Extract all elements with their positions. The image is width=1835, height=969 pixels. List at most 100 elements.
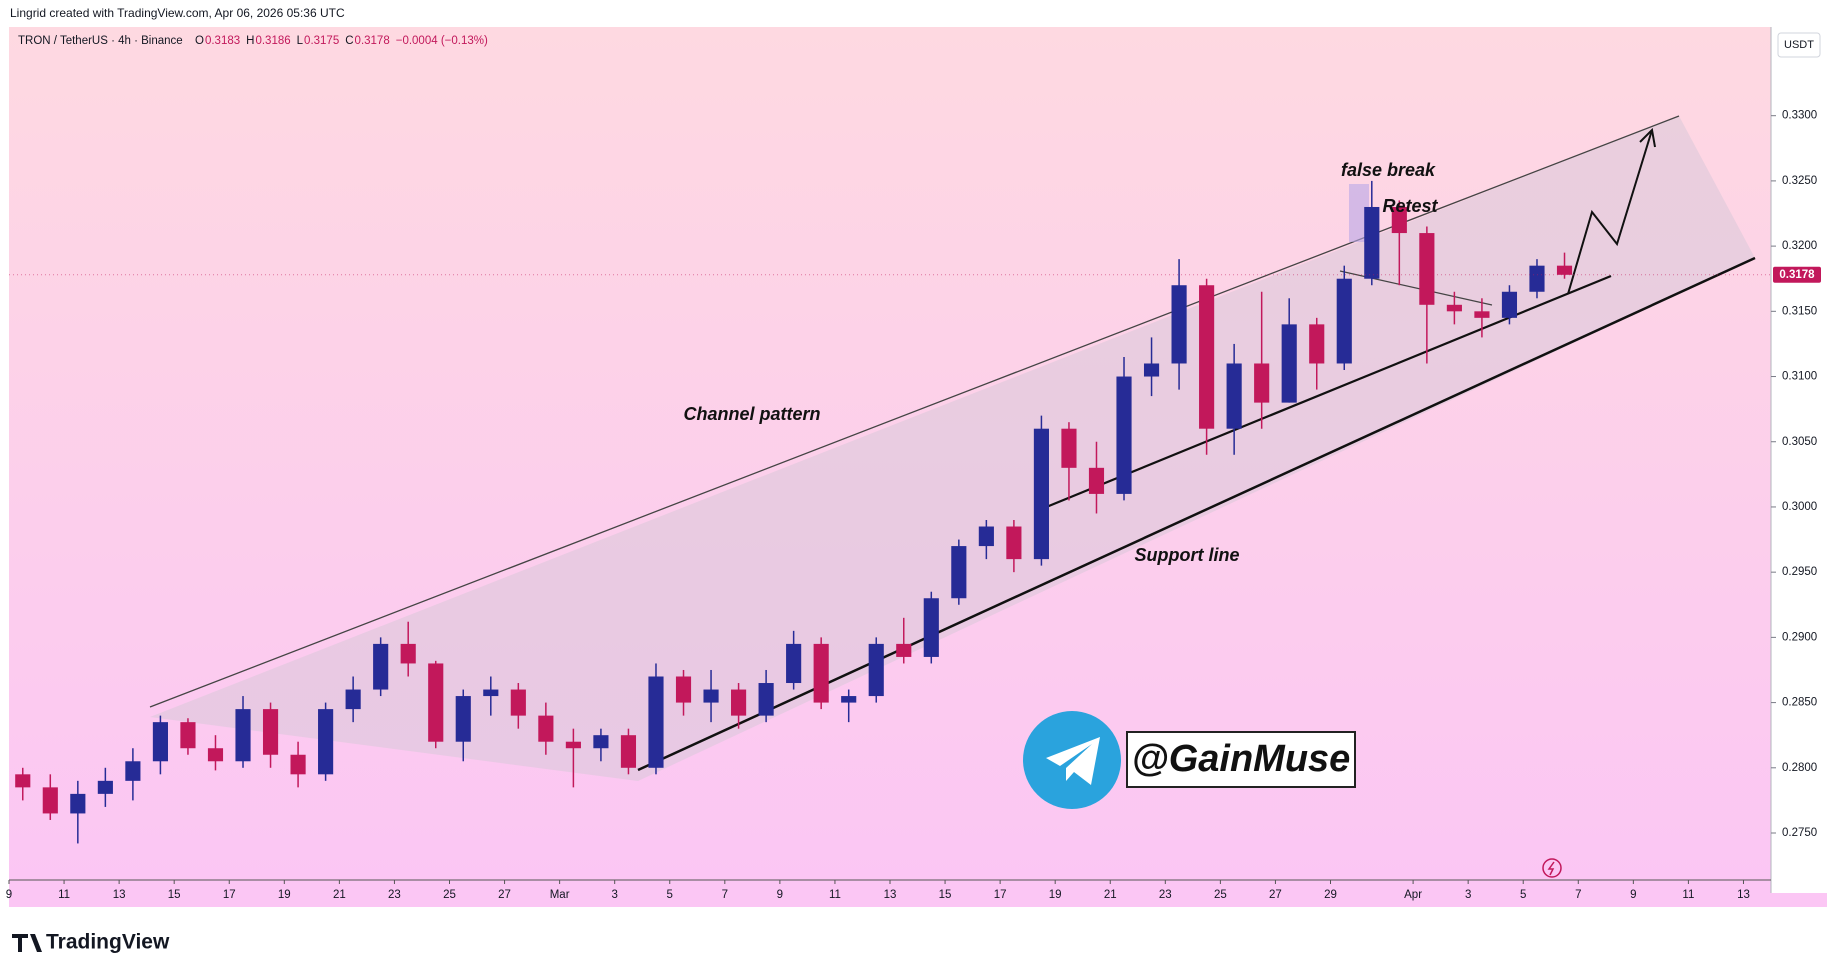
x-tick-label: 15 bbox=[168, 889, 181, 901]
channel-fill bbox=[150, 116, 1755, 781]
x-tick-label: 7 bbox=[1575, 889, 1581, 901]
candle-body bbox=[648, 676, 664, 768]
x-tick-label: Mar bbox=[550, 889, 570, 901]
y-tick-label: 0.3250 bbox=[1782, 175, 1817, 187]
arrow-head bbox=[1639, 127, 1656, 148]
candle-body bbox=[345, 689, 361, 710]
candle-body bbox=[42, 787, 58, 814]
candle-body bbox=[1199, 285, 1215, 429]
x-tick-label: 11 bbox=[58, 889, 70, 901]
candle-body bbox=[318, 709, 334, 775]
x-tick-label: 9 bbox=[6, 889, 12, 901]
candle-body bbox=[1529, 265, 1545, 292]
last-price-tag bbox=[1773, 266, 1821, 283]
y-tick-label: 0.3300 bbox=[1782, 110, 1817, 122]
symbol: TRON / TetherUS · 4h · Binance bbox=[18, 35, 183, 47]
candle-body bbox=[703, 689, 719, 703]
x-tick-label: 11 bbox=[829, 889, 841, 901]
telegram-icon bbox=[1023, 711, 1121, 809]
brand: TradingView bbox=[46, 931, 170, 954]
x-tick-label: 27 bbox=[1269, 889, 1282, 901]
currency-box bbox=[1777, 32, 1821, 58]
x-tick-label: 17 bbox=[994, 889, 1007, 901]
candle-body bbox=[731, 689, 747, 716]
candle-body bbox=[1226, 363, 1242, 429]
ohlc-value: 0.3178 bbox=[355, 35, 390, 47]
candle-body bbox=[1419, 233, 1435, 305]
x-tick-label: 25 bbox=[443, 889, 456, 901]
channel-label: Channel pattern bbox=[683, 404, 820, 424]
x-tick-label: 9 bbox=[777, 889, 783, 901]
x-tick-label: 15 bbox=[939, 889, 952, 901]
handle-box bbox=[1126, 731, 1356, 788]
x-tick-label: Apr bbox=[1404, 889, 1422, 901]
candle-body bbox=[923, 598, 939, 657]
y-tick-label: 0.2950 bbox=[1782, 566, 1817, 578]
x-tick-label: 9 bbox=[1630, 889, 1636, 901]
x-tick-label: 21 bbox=[1104, 889, 1117, 901]
candle-body bbox=[1116, 376, 1132, 494]
candle-body bbox=[428, 663, 444, 742]
candle-body bbox=[951, 546, 967, 599]
ohlc-value: 0.3175 bbox=[304, 35, 339, 47]
candle-body bbox=[400, 643, 416, 664]
tv-logo-mark bbox=[12, 934, 42, 952]
price-axis bbox=[1771, 27, 1827, 893]
telegram-plane bbox=[1046, 737, 1100, 785]
candle-body bbox=[207, 748, 224, 762]
candle-body bbox=[593, 735, 609, 749]
candle-body bbox=[1088, 467, 1105, 494]
candle-body bbox=[813, 643, 829, 703]
candle-body bbox=[125, 761, 141, 781]
candle-body bbox=[70, 793, 86, 814]
y-tick-label: 0.3200 bbox=[1782, 240, 1817, 252]
x-tick-label: 19 bbox=[278, 889, 291, 901]
candle-body bbox=[455, 696, 471, 742]
candle-body bbox=[620, 735, 637, 768]
candle-body bbox=[290, 754, 306, 775]
time-axis bbox=[9, 893, 1827, 907]
ohlc-value: 0.3186 bbox=[255, 35, 290, 47]
candle-body bbox=[152, 722, 168, 762]
ohlc-key: C bbox=[345, 35, 353, 47]
x-tick-label: 11 bbox=[1682, 889, 1694, 901]
false-break-label: false break bbox=[1341, 160, 1436, 180]
candle-body bbox=[758, 683, 774, 716]
x-tick-label: 3 bbox=[611, 889, 617, 901]
credit: Lingrid created with TradingView.com, Ap… bbox=[10, 6, 345, 20]
x-tick-label: 25 bbox=[1214, 889, 1227, 901]
x-tick-label: 23 bbox=[1159, 889, 1172, 901]
last-price-label: 0.3178 bbox=[1779, 269, 1815, 281]
ohlc-value: 0.3183 bbox=[205, 35, 240, 47]
candle-body bbox=[978, 526, 994, 547]
currency: USDT bbox=[1784, 39, 1814, 51]
candle-body bbox=[1143, 363, 1160, 377]
y-tick-label: 0.2850 bbox=[1782, 697, 1817, 709]
candle-body bbox=[1391, 206, 1407, 234]
candle-body bbox=[538, 715, 554, 742]
x-tick-label: 21 bbox=[333, 889, 346, 901]
lightning-bolt bbox=[1547, 861, 1555, 876]
candle-body bbox=[1254, 363, 1270, 403]
retest-label: Retest bbox=[1382, 196, 1438, 216]
candle-body bbox=[1336, 278, 1352, 364]
candle-body bbox=[97, 780, 113, 794]
handle: @GainMuse bbox=[1132, 738, 1351, 780]
y-tick-label: 0.3150 bbox=[1782, 305, 1817, 317]
support-label: Support line bbox=[1135, 545, 1240, 565]
x-tick-label: 23 bbox=[388, 889, 401, 901]
x-tick-label: 17 bbox=[223, 889, 236, 901]
candle-body bbox=[262, 709, 279, 755]
candle-body bbox=[1556, 265, 1573, 275]
change: −0.0004 (−0.13%) bbox=[396, 35, 488, 47]
candle-body bbox=[1446, 304, 1462, 312]
x-tick-label: 5 bbox=[667, 889, 673, 901]
candle-body bbox=[235, 709, 251, 762]
ohlc-key: L bbox=[297, 35, 304, 47]
x-tick-label: 29 bbox=[1324, 889, 1337, 901]
candle-body bbox=[1501, 291, 1518, 318]
x-tick-label: 3 bbox=[1465, 889, 1471, 901]
candle-body bbox=[565, 741, 581, 749]
candle-body bbox=[1006, 526, 1022, 560]
